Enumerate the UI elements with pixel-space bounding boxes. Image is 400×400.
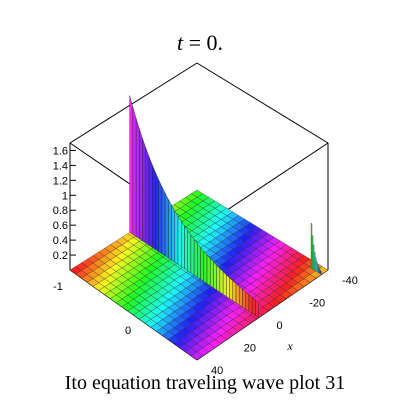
z-tick-label: 1 [62,190,68,202]
surface-ridge-strip [135,118,140,240]
surface-ridge-strip [200,246,204,282]
x-axis: -40 -20 0 20 40 [211,275,358,377]
surface-ridge-strip [181,220,185,270]
surface-ridge-strip [213,261,217,291]
surface-ridge-strip [148,156,153,248]
x-tick-label: -40 [342,275,358,287]
surface-ridge-strip [168,199,172,261]
surface-plot [69,95,329,361]
surface-ridge-strip [239,286,243,308]
surface-ridge-strip [251,296,256,316]
z-tick-label: 0.6 [53,220,68,232]
surface-ridge-strip [139,128,143,242]
surface-ridge-strip [190,234,195,276]
surface-ridge-strip [155,172,159,252]
surface-ridge-strip [235,283,240,306]
surface-ridge-strip [242,288,246,310]
surface-ridge-strip [319,268,321,275]
chart-caption: Ito equation traveling wave plot 31 [65,372,345,394]
surface-ridge-strip [248,294,253,314]
z-tick-label: 0.4 [53,235,68,247]
surface-ridge-strip [197,242,201,280]
surface-ridge-strip [316,260,318,273]
surface-ridge-strip [203,250,208,284]
surface-ridge-strip [315,256,317,272]
surface-ridge-strip [171,204,175,263]
surface-ridge-strip [187,230,192,274]
z-tick-label: 1.4 [53,160,68,172]
surface-ridge-strip [226,274,230,299]
surface-ridge-strip [164,193,169,259]
x-axis-label: x [286,339,293,353]
surface-ridge-strip [142,138,147,244]
surface-ridge-strip [320,270,322,275]
surface-ridge-strip [229,277,233,302]
surface-ridge-strip [317,264,319,273]
surface-ridge-strip [255,299,259,319]
surface-ridge-strip [184,225,188,272]
x-tick-label: -20 [309,298,325,310]
surface-ridge-strip [222,271,227,297]
surface-ridge-strip [174,210,179,265]
surface-ridge-strip [245,291,250,312]
surface-ridge-strip [158,179,163,255]
surface-ridge-strip [161,186,166,257]
z-tick-label: 0.2 [53,250,68,262]
y-tick-label: 0 [125,325,131,337]
chart-title: t = 0. [177,30,223,55]
surface-ridge-strip [318,266,320,274]
surface-ridge-strip [129,95,134,235]
surface-ridge-strip [206,254,211,287]
surface-ridge-strip [132,107,137,238]
z-tick-label: 1.6 [53,145,68,157]
x-tick-label: 40 [211,365,223,377]
surface-ridge-strip [313,251,316,271]
surface-ridge-strip [219,268,224,295]
surface-ridge-strip [232,280,237,304]
surface-ridge-strip [177,215,182,267]
z-tick-label: 1.2 [53,175,68,187]
z-axis: 0.2 0.4 0.6 0.8 1 1.2 1.4 1.6 [53,145,76,262]
surface-ridge-strip [145,147,150,246]
z-tick-label: 0.8 [53,205,68,217]
surface-ridge-strip [210,258,214,289]
surface-ridge-strip [311,235,314,270]
surface-ridge-strip [152,164,156,250]
x-tick-label: 20 [244,343,256,355]
surface-ridge-strip [216,264,221,293]
x-tick-label: 0 [277,320,283,332]
y-tick-label: -1 [53,281,63,293]
surface-ridge-strip [193,238,198,278]
surface-ridge-strip [312,244,315,271]
surface-ridge-strip [310,222,313,269]
